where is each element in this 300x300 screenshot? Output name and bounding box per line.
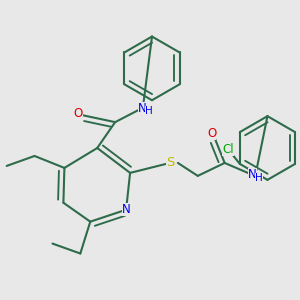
Text: Cl: Cl [222,142,234,155]
Text: N: N [122,203,130,216]
Text: O: O [207,127,216,140]
Text: S: S [166,156,174,170]
Text: N: N [138,102,146,115]
Text: O: O [73,107,83,120]
Text: H: H [145,106,152,116]
Text: N: N [248,168,257,182]
Text: H: H [255,173,263,184]
